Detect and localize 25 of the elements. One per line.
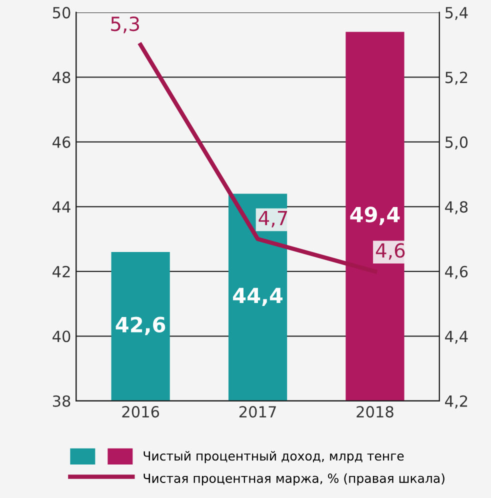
data-label: 4,6 (376, 243, 405, 260)
data-label: 49,4 (350, 206, 400, 226)
y-tick-label: 50 (52, 6, 70, 18)
data-label: 42,6 (116, 316, 166, 336)
y2-tick-label: 5,4 (445, 7, 468, 20)
y-tick-label: 40 (52, 330, 70, 342)
x-tick-label: 2017 (239, 406, 276, 418)
y2-tick-label: 5,2 (445, 72, 468, 85)
legend-label: Чистый процентный доход, млрд тенге (144, 451, 404, 464)
y-tick-label: 42 (52, 266, 70, 278)
y-tick-label: 48 (52, 72, 70, 84)
y-tick-label: 44 (52, 201, 70, 212)
y-tick-label: 46 (52, 136, 70, 148)
y2-tick-label: 4,8 (445, 201, 468, 214)
y2-tick-label: 4,6 (445, 266, 468, 279)
y2-tick-label: 5,0 (445, 136, 468, 150)
y-tick-label: 38 (52, 395, 70, 407)
data-label: 44,4 (233, 288, 283, 306)
x-tick-label: 2016 (122, 406, 160, 418)
data-label: 4,7 (258, 210, 288, 228)
y2-tick-label: 4,4 (445, 330, 468, 344)
data-label: 5,3 (111, 16, 140, 34)
x-tick-label: 2018 (356, 406, 394, 418)
y2-tick-label: 4,2 (445, 395, 468, 408)
legend-label: Чистая процентная маржа, % (правая шкала) (144, 473, 444, 486)
